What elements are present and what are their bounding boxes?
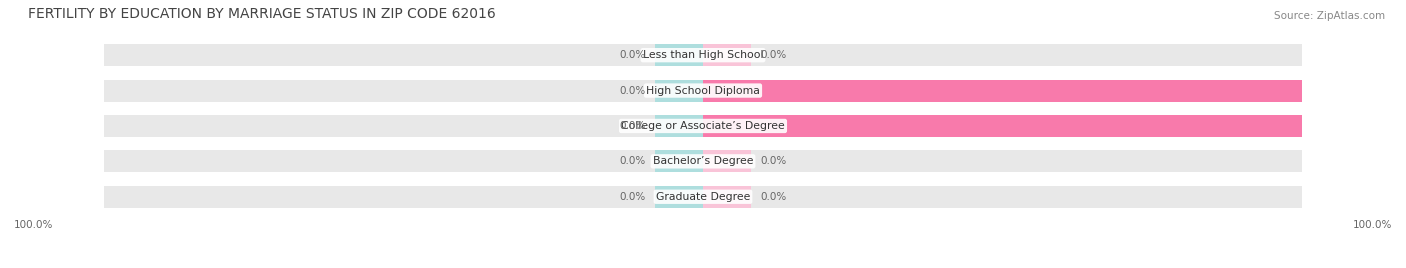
Bar xyxy=(655,44,703,66)
Bar xyxy=(703,80,1302,102)
Bar xyxy=(703,115,1302,137)
Bar xyxy=(655,186,703,208)
Bar xyxy=(104,186,703,208)
Text: Graduate Degree: Graduate Degree xyxy=(655,192,751,202)
Text: Less than High School: Less than High School xyxy=(643,50,763,60)
Text: 0.0%: 0.0% xyxy=(620,50,647,60)
Text: 0.0%: 0.0% xyxy=(759,192,786,202)
Text: High School Diploma: High School Diploma xyxy=(647,85,759,96)
Text: 0.0%: 0.0% xyxy=(620,121,647,131)
Text: 100.0%: 100.0% xyxy=(1353,220,1392,230)
Bar xyxy=(703,115,1302,137)
Text: 0.0%: 0.0% xyxy=(759,50,786,60)
Text: Bachelor’s Degree: Bachelor’s Degree xyxy=(652,156,754,166)
Text: 0.0%: 0.0% xyxy=(759,156,786,166)
Text: 0.0%: 0.0% xyxy=(620,85,647,96)
Text: FERTILITY BY EDUCATION BY MARRIAGE STATUS IN ZIP CODE 62016: FERTILITY BY EDUCATION BY MARRIAGE STATU… xyxy=(28,7,495,21)
Text: 100.0%: 100.0% xyxy=(1310,85,1354,96)
Bar xyxy=(703,186,1302,208)
Bar xyxy=(703,44,1302,66)
Bar xyxy=(703,150,751,172)
Bar xyxy=(104,115,703,137)
Bar xyxy=(703,80,1302,102)
Bar xyxy=(703,186,751,208)
Text: 0.0%: 0.0% xyxy=(620,192,647,202)
Bar xyxy=(104,44,703,66)
Text: 100.0%: 100.0% xyxy=(14,220,53,230)
Text: 0.0%: 0.0% xyxy=(620,156,647,166)
Text: 100.0%: 100.0% xyxy=(1310,121,1354,131)
Bar xyxy=(655,150,703,172)
Bar xyxy=(703,44,751,66)
Bar xyxy=(104,150,703,172)
Bar xyxy=(655,115,703,137)
Bar xyxy=(655,80,703,102)
Text: College or Associate’s Degree: College or Associate’s Degree xyxy=(621,121,785,131)
Bar xyxy=(104,80,703,102)
Text: Source: ZipAtlas.com: Source: ZipAtlas.com xyxy=(1274,11,1385,21)
Bar xyxy=(703,150,1302,172)
